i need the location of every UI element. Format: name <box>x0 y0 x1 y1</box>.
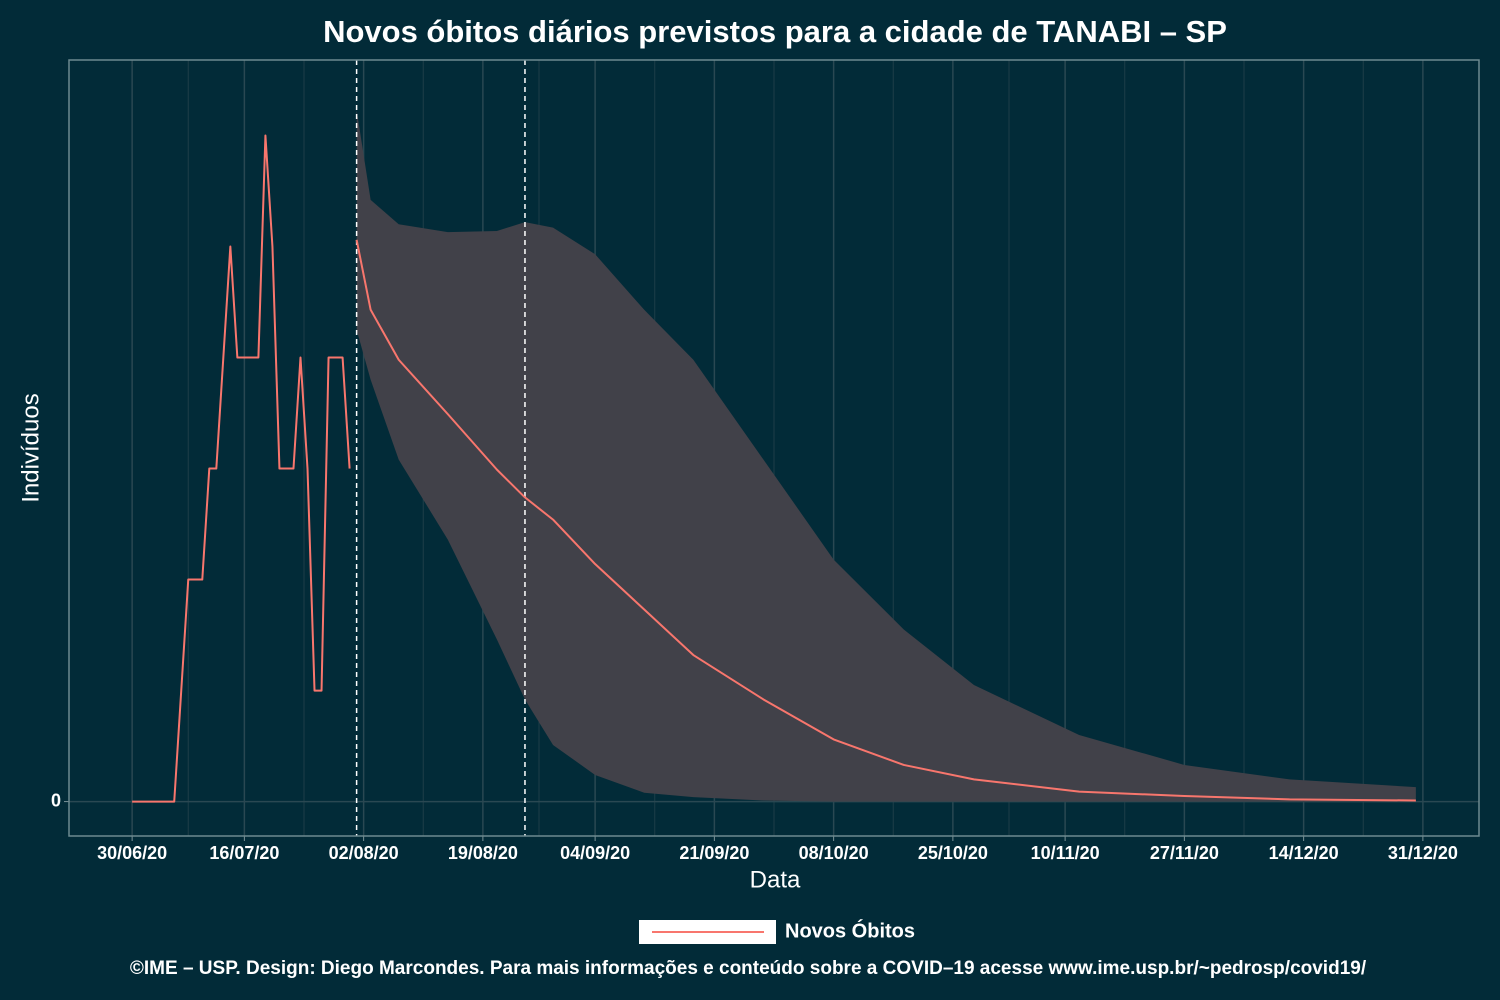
x-tick-label: 25/10/20 <box>918 843 988 863</box>
x-tick-label: 30/06/20 <box>97 843 167 863</box>
x-tick-label: 14/12/20 <box>1269 843 1339 863</box>
footer: ©IME – USP. Design: Diego Marcondes. Par… <box>130 958 1367 979</box>
x-tick-label: 16/07/20 <box>209 843 279 863</box>
plot-border <box>68 59 1480 837</box>
x-tick-label: 27/11/20 <box>1150 843 1219 863</box>
y-axis-label: Indivíduos <box>17 393 44 502</box>
x-axis-label: Data <box>750 866 801 893</box>
x-tick-label: 10/11/20 <box>1031 843 1100 863</box>
legend-label: Novos Óbitos <box>785 918 915 942</box>
data-line <box>355 239 1416 802</box>
confidence-band <box>356 109 1416 802</box>
x-tick-label: 31/12/20 <box>1388 843 1458 863</box>
data-line <box>132 134 351 803</box>
y-tick-label: 0 <box>51 790 61 810</box>
x-tick-label: 08/10/20 <box>799 843 869 863</box>
chart-title: Novos óbitos diários previstos para a ci… <box>323 14 1227 49</box>
x-tick-label: 02/08/20 <box>329 843 399 863</box>
x-tick-label: 21/09/20 <box>679 843 749 863</box>
x-tick-label: 19/08/20 <box>448 843 518 863</box>
x-tick-label: 04/09/20 <box>560 843 630 863</box>
